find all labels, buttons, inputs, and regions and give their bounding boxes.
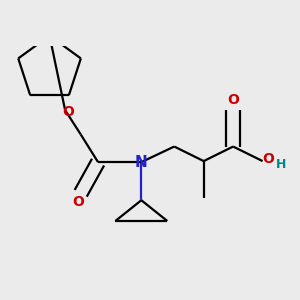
Text: O: O (63, 105, 74, 119)
Text: O: O (262, 152, 274, 167)
Text: O: O (72, 195, 84, 209)
Text: O: O (227, 94, 239, 107)
Text: N: N (135, 154, 148, 169)
Text: H: H (275, 158, 286, 171)
